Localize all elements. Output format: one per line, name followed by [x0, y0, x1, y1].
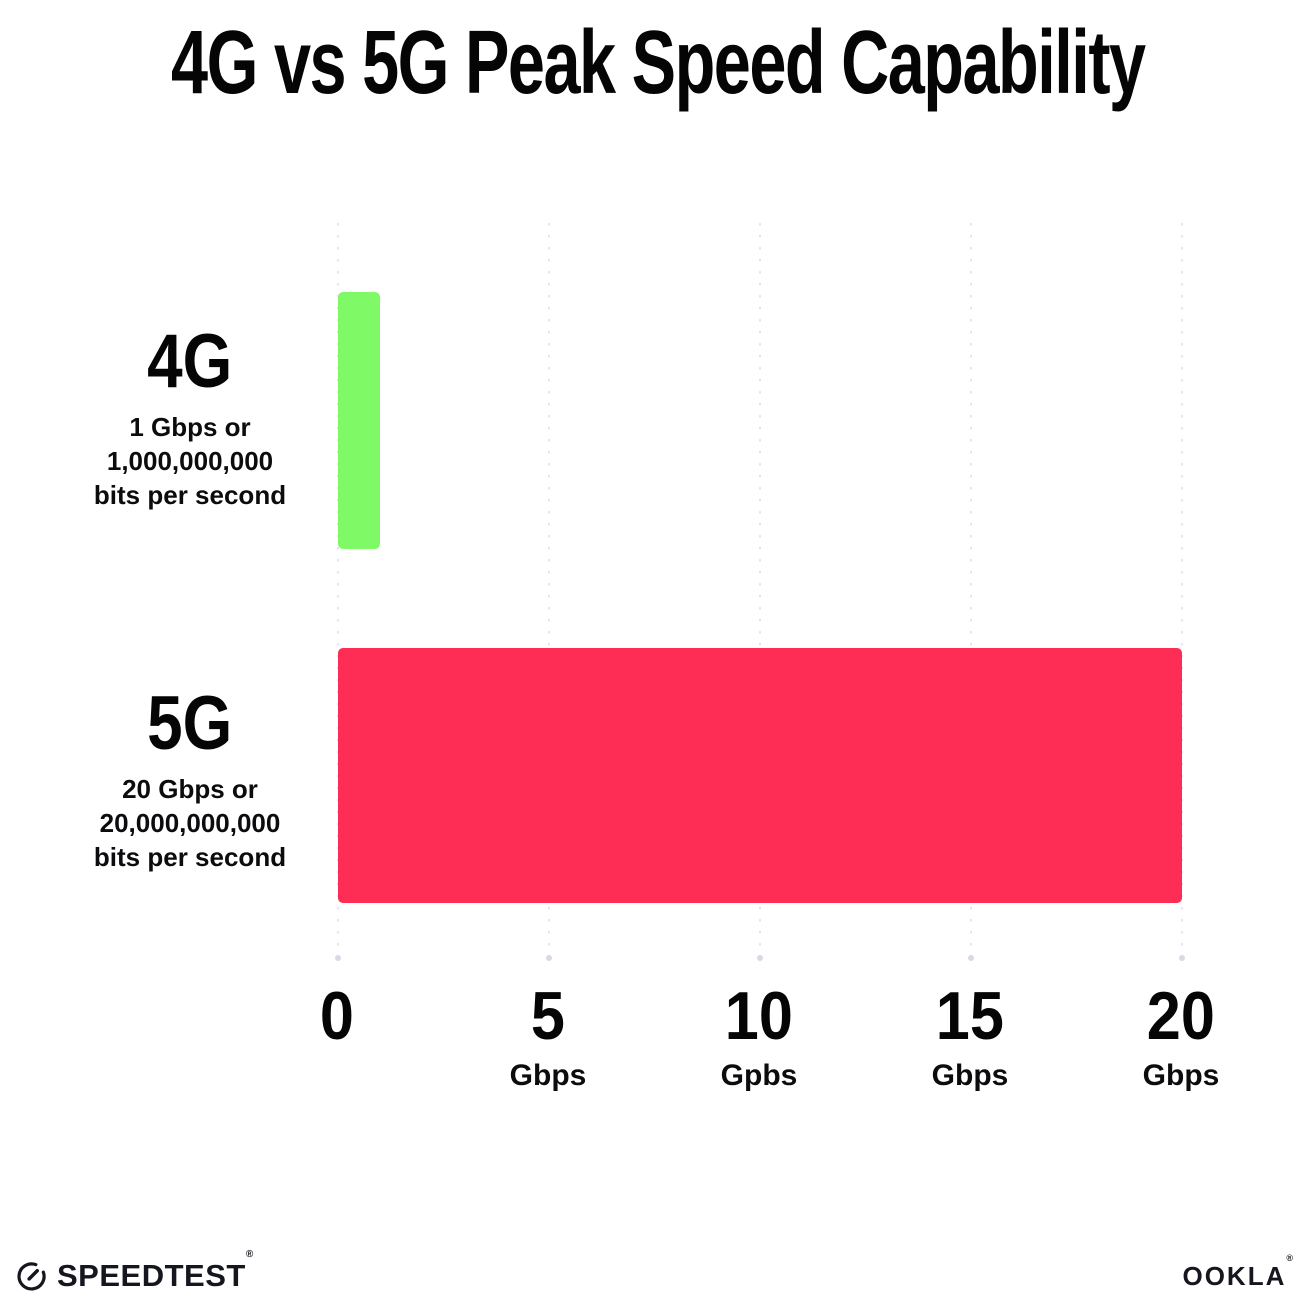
x-tick-unit: Gbps [931, 1059, 1009, 1092]
gridline-15 [968, 223, 974, 961]
x-tick-unit: Gbps [1142, 1059, 1220, 1092]
x-tick-15: 15 Gbps [864, 982, 1076, 1092]
ookla-wordmark: OOKLA [1182, 1261, 1287, 1291]
x-tick-value: 10 [724, 978, 794, 1054]
row-desc-line: 20 Gbps or [122, 774, 258, 804]
gridline-end-dot [1179, 955, 1185, 961]
registered-trademark-icon: ® [245, 1249, 254, 1260]
row-desc-line: 1 Gbps or [129, 412, 251, 442]
x-tick-value: 5 [530, 978, 566, 1054]
gridline-20 [1179, 223, 1185, 961]
x-tick-value: 20 [1146, 978, 1216, 1054]
row-desc-4g: 1 Gbps or 1,000,000,000 bits per second [35, 410, 345, 512]
x-tick-unit: Gpbs [720, 1059, 798, 1092]
speedtest-wordmark: SPEEDTEST® [57, 1249, 254, 1293]
bar-5g [338, 648, 1182, 903]
x-tick-unit: Gbps [509, 1059, 587, 1092]
speedometer-gauge-icon [15, 1260, 48, 1293]
registered-trademark-icon: ® [1286, 1253, 1295, 1263]
gridline-0 [335, 223, 341, 961]
chart-title: 4G vs 5G Peak Speed Capability [0, 12, 1308, 115]
row-desc-line: bits per second [93, 842, 287, 872]
gridline-end-dot [335, 955, 341, 961]
x-tick-10: 10 Gpbs [653, 982, 865, 1092]
row-desc-5g: 20 Gbps or 20,000,000,000 bits per secon… [35, 772, 345, 874]
gridline-5 [546, 223, 552, 961]
row-name-4g: 4G [147, 319, 233, 404]
chart-title-text: 4G vs 5G Peak Speed Capability [171, 13, 1146, 113]
x-tick-20: 20 Gbps [1075, 982, 1287, 1092]
x-tick-value: 0 [319, 978, 355, 1054]
gridline-end-dot [968, 955, 974, 961]
speedtest-logo: SPEEDTEST® [15, 1249, 254, 1294]
row-desc-line: 1,000,000,000 [106, 446, 274, 476]
gridline-end-dot [546, 955, 552, 961]
gridline-10 [757, 223, 763, 961]
ookla-logo: OOKLA® [1182, 1253, 1295, 1292]
gridline-end-dot [757, 955, 763, 961]
row-label-4g: 4G 1 Gbps or 1,000,000,000 bits per seco… [35, 324, 345, 512]
row-desc-line: 20,000,000,000 [99, 808, 281, 838]
x-tick-0: 0 [231, 982, 443, 1060]
x-tick-value: 15 [935, 978, 1005, 1054]
row-desc-line: bits per second [93, 480, 287, 510]
row-name-5g: 5G [147, 681, 233, 766]
x-tick-5: 5 Gbps [442, 982, 654, 1092]
row-label-5g: 5G 20 Gbps or 20,000,000,000 bits per se… [35, 686, 345, 874]
bar-4g [338, 292, 380, 549]
